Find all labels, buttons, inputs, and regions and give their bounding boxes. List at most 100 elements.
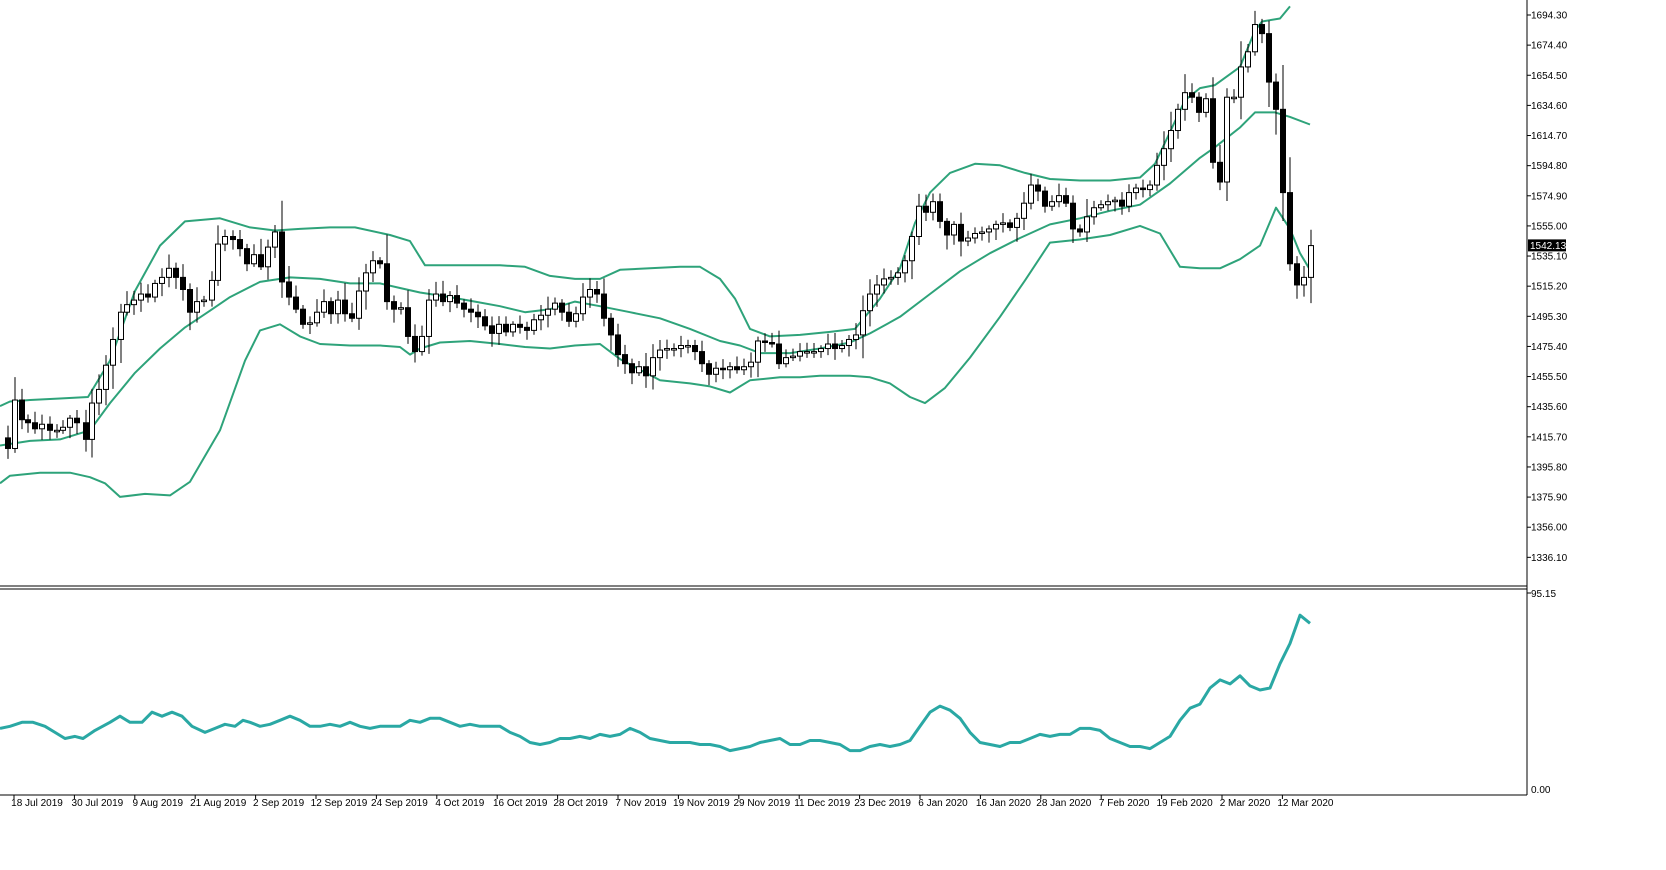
candle [307,316,313,335]
candle [1273,73,1279,135]
candle [19,388,25,430]
candle-body-bullish [580,296,586,315]
candle-body-bullish [1147,184,1153,191]
candle-body-bullish [124,304,130,313]
candle [503,316,509,337]
candle [215,225,221,286]
candle [1308,229,1314,304]
candle [32,411,38,434]
candle [1210,77,1216,169]
candle-body-bearish [923,205,929,213]
candle [496,316,502,345]
candle-body-bullish [96,388,102,404]
candle-body-bearish [405,307,411,337]
price-tick-label: 1455.50 [1531,372,1568,383]
date-tick-label: 16 Jan 2020 [976,798,1031,809]
candle-body-bearish [1063,195,1069,204]
candle [279,200,285,298]
candle [1238,41,1244,120]
candle-body-bullish [636,366,642,374]
candle [145,284,151,303]
price-tick-label: 1594.80 [1531,161,1568,172]
candle-body-bearish [692,345,698,353]
candle [601,278,607,327]
candle-body-bullish [1168,130,1174,150]
candle-body-bearish [279,231,285,283]
candle [118,303,124,363]
candle-body-bearish [1119,199,1125,207]
price-tick-label: 1475.40 [1531,342,1568,353]
candle-body-bullish [1091,207,1097,218]
date-tick-label: 4 Oct 2019 [435,798,484,809]
candle [138,282,144,312]
candle-body-bearish [776,343,782,365]
candle-body-bullish [1224,96,1230,183]
candle [923,194,929,222]
oscillator-axis-top-label: 95.15 [1531,589,1556,600]
candle [930,193,936,221]
candle [755,336,761,378]
candle-body-bullish [103,364,109,390]
candle-body-bullish [930,201,936,213]
candle-body-bullish [741,366,747,371]
candle [692,339,698,361]
candle-body-bullish [573,313,579,322]
candle [1168,111,1174,162]
candle [1231,89,1237,104]
price-tick-label: 1694.30 [1531,11,1568,22]
candle [685,339,691,354]
candle [54,424,60,438]
candle-body-bearish [643,366,649,377]
candle-body-bullish [118,311,124,340]
date-tick-label: 28 Oct 2019 [553,798,608,809]
candle [986,225,992,243]
candle-body-bullish [881,278,887,286]
date-tick-label: 7 Nov 2019 [615,798,667,809]
candle [937,193,943,229]
candle-body-bearish [1007,222,1013,228]
candle [804,342,810,358]
candle [594,281,600,303]
candle-body-bullish [797,351,803,357]
date-tick-label: 23 Dec 2019 [854,798,911,809]
candle-body-bearish [328,301,334,315]
date-tick-label: 18 Jul 2019 [11,798,63,809]
candle [1266,20,1272,108]
candle-body-bearish [5,437,11,449]
candle-body-bullish [1238,66,1244,98]
candle [391,295,397,323]
candle-body-bullish [1126,192,1132,207]
candle [1245,43,1251,73]
candle-body-bullish [1056,195,1062,203]
candle [783,349,789,368]
candle [741,358,747,375]
candle-body-bullish [194,301,200,313]
candle [650,344,656,390]
candle [608,313,614,351]
candle [1196,92,1202,123]
candle-body-bearish [391,301,397,310]
candle-body-bullish [1105,201,1111,206]
candle-body-bullish [902,260,908,274]
candle-body-bullish [657,349,663,359]
candle [328,297,334,324]
candle [482,309,488,331]
candle [5,425,11,459]
candle [853,323,859,350]
candle [825,333,831,356]
candle-body-bearish [19,399,25,421]
candle-body-bullish [685,345,691,348]
candle-body-bullish [222,236,228,245]
candle-body-bullish [39,423,45,430]
date-tick-label: 21 Aug 2019 [190,798,247,809]
date-tick-label: 2 Sep 2019 [253,798,305,809]
candle [713,361,719,383]
candle-body-bearish [1217,161,1223,183]
candle [510,321,516,337]
candle-body-bearish [503,323,509,333]
price-tick-label: 1495.30 [1531,312,1568,323]
candle [895,267,901,285]
candle [1056,183,1062,208]
candle [615,323,621,367]
